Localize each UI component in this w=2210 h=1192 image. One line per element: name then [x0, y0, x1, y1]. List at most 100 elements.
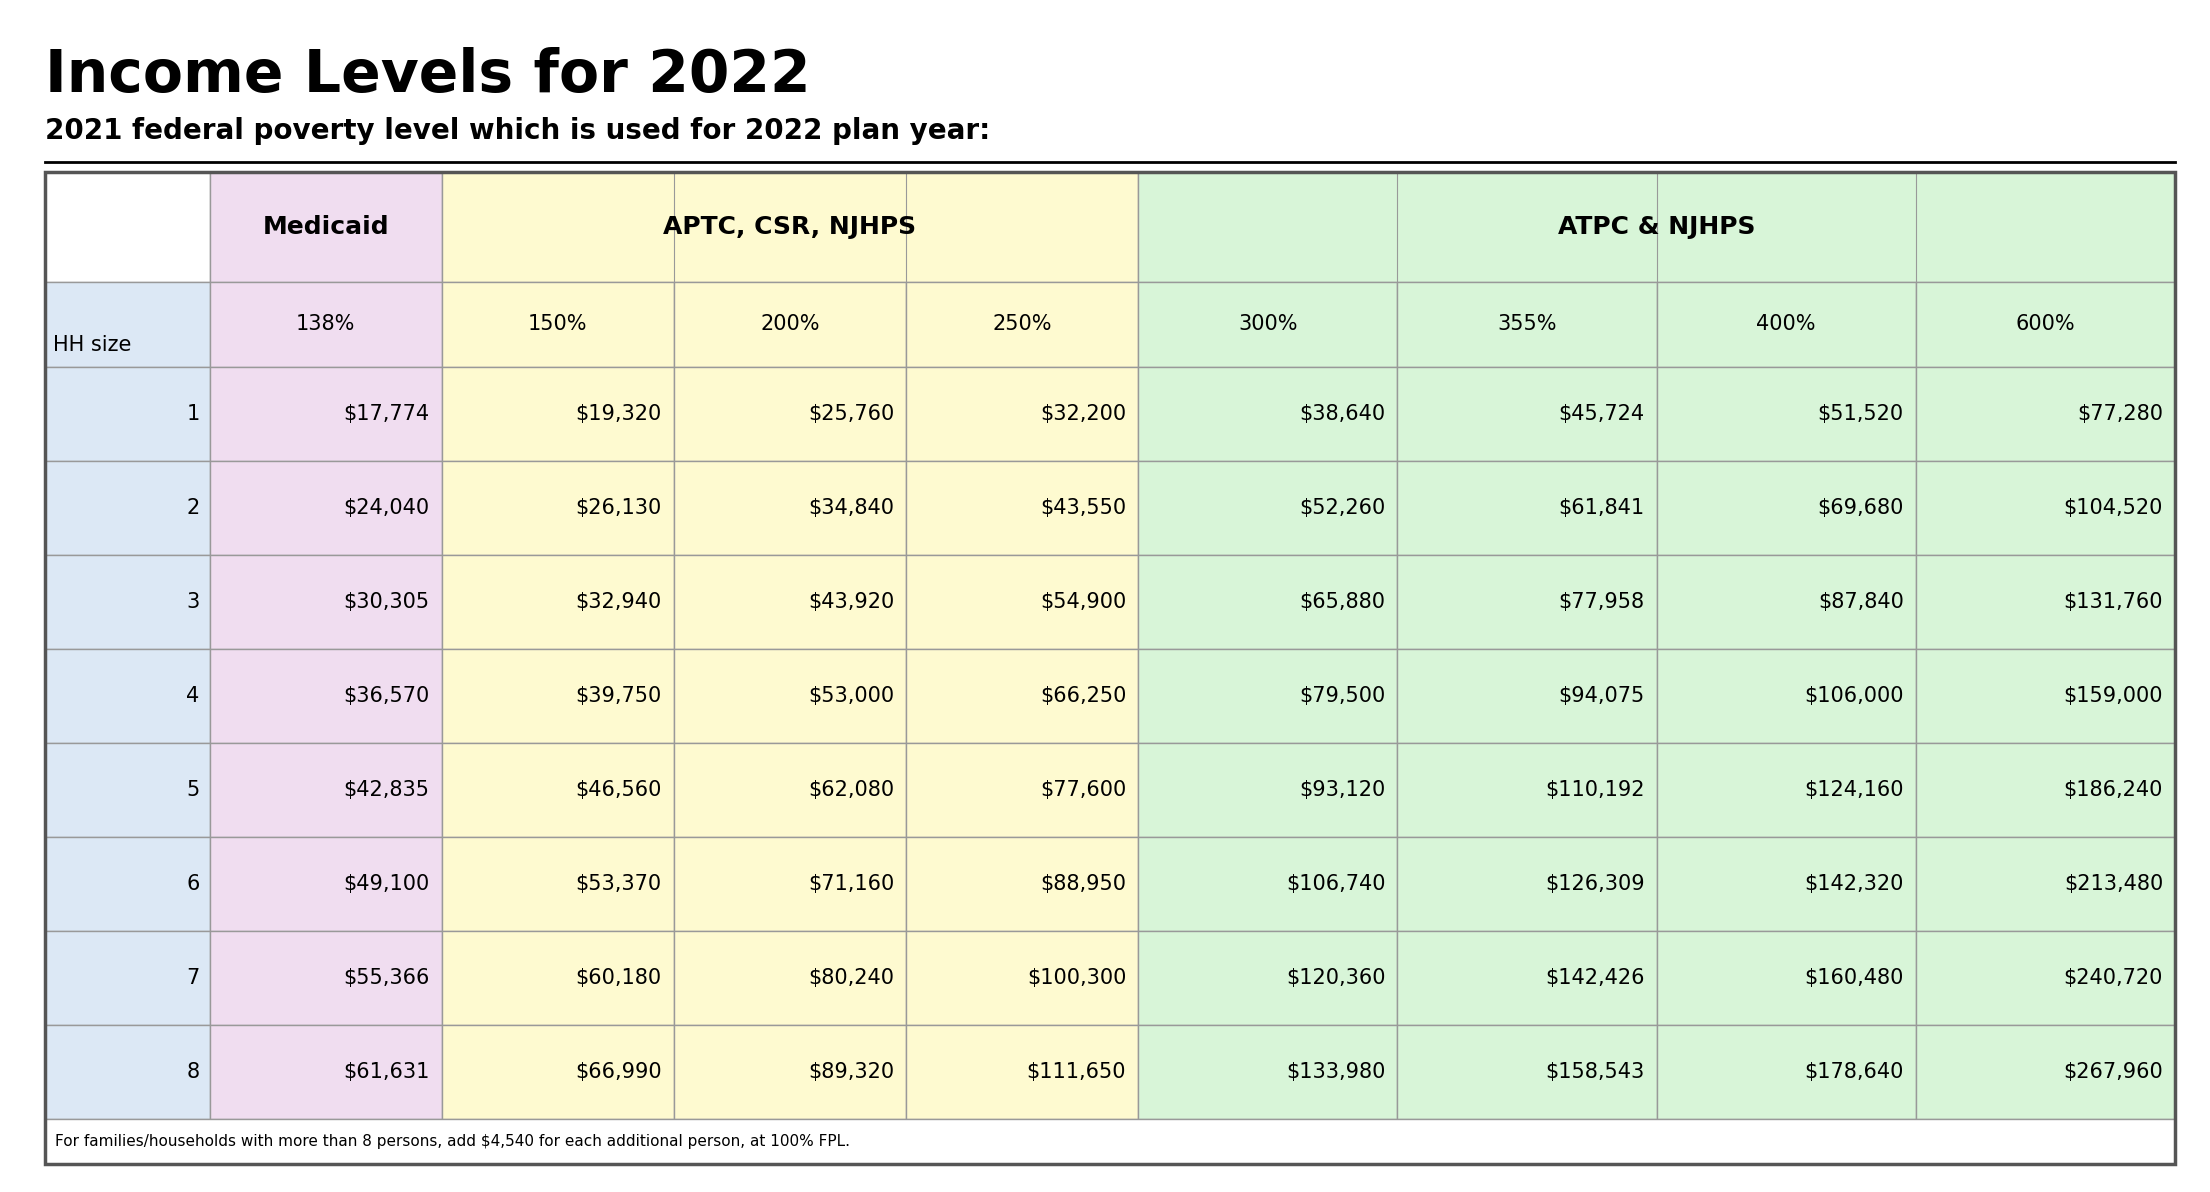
Text: $32,200: $32,200 [1041, 404, 1127, 424]
Bar [210, 461, 442, 555]
Bar [1916, 1025, 2175, 1119]
Bar [1916, 555, 2175, 648]
Bar [442, 743, 674, 837]
Text: 4: 4 [186, 687, 199, 706]
Text: $26,130: $26,130 [575, 498, 661, 519]
Text: $45,724: $45,724 [1558, 404, 1644, 424]
Bar [1138, 931, 1397, 1025]
Bar [1916, 837, 2175, 931]
Bar [1138, 1025, 1397, 1119]
Bar [1658, 743, 1916, 837]
Text: 300%: 300% [1238, 315, 1297, 335]
Bar [442, 367, 674, 461]
Text: $120,360: $120,360 [1286, 968, 1386, 988]
Text: $267,960: $267,960 [2064, 1062, 2164, 1082]
Bar [1397, 931, 1658, 1025]
Bar [44, 283, 210, 367]
Bar [674, 461, 906, 555]
Bar [1397, 837, 1658, 931]
Text: $60,180: $60,180 [577, 968, 661, 988]
Text: 200%: 200% [760, 315, 820, 335]
Bar [1138, 648, 1397, 743]
Text: $43,920: $43,920 [809, 592, 895, 611]
Bar [44, 1025, 210, 1119]
Bar [210, 931, 442, 1025]
Bar [674, 743, 906, 837]
Bar [1138, 283, 1397, 367]
Text: $69,680: $69,680 [1817, 498, 1903, 519]
Text: $54,900: $54,900 [1041, 592, 1127, 611]
Text: $52,260: $52,260 [1299, 498, 1386, 519]
Bar [906, 648, 1138, 743]
Bar [1397, 555, 1658, 648]
Bar [1658, 648, 1916, 743]
Text: $36,570: $36,570 [343, 687, 429, 706]
Text: APTC, CSR, NJHPS: APTC, CSR, NJHPS [663, 215, 917, 240]
Bar [1916, 283, 2175, 367]
Bar [906, 1025, 1138, 1119]
Bar [1138, 837, 1397, 931]
Text: 2: 2 [186, 498, 199, 519]
Text: $30,305: $30,305 [343, 592, 429, 611]
Bar [44, 931, 210, 1025]
Text: 600%: 600% [2016, 315, 2075, 335]
Bar [1658, 837, 1916, 931]
Bar [210, 1025, 442, 1119]
Bar [44, 172, 210, 283]
Text: Income Levels for 2022: Income Levels for 2022 [44, 46, 811, 104]
Text: $110,192: $110,192 [1545, 780, 1644, 800]
Bar [44, 555, 210, 648]
Text: $133,980: $133,980 [1286, 1062, 1386, 1082]
Text: $159,000: $159,000 [2064, 687, 2164, 706]
Text: 6: 6 [186, 874, 199, 894]
Bar [1397, 461, 1658, 555]
Text: $24,040: $24,040 [343, 498, 429, 519]
Text: $43,550: $43,550 [1041, 498, 1127, 519]
Text: $213,480: $213,480 [2064, 874, 2164, 894]
Bar [674, 1025, 906, 1119]
Text: $19,320: $19,320 [575, 404, 661, 424]
Bar [1397, 1025, 1658, 1119]
Text: $32,940: $32,940 [575, 592, 661, 611]
Bar [210, 555, 442, 648]
Text: $124,160: $124,160 [1803, 780, 1903, 800]
Bar [210, 837, 442, 931]
Text: 7: 7 [186, 968, 199, 988]
Bar [674, 283, 906, 367]
Bar [906, 555, 1138, 648]
Text: $66,990: $66,990 [575, 1062, 661, 1082]
Text: 5: 5 [186, 780, 199, 800]
Text: $94,075: $94,075 [1558, 687, 1644, 706]
Bar [1138, 172, 2175, 283]
Bar [210, 648, 442, 743]
Text: $87,840: $87,840 [1819, 592, 1903, 611]
Text: 1: 1 [186, 404, 199, 424]
Bar [906, 283, 1138, 367]
Text: $158,543: $158,543 [1545, 1062, 1644, 1082]
Bar [442, 648, 674, 743]
Bar [1916, 648, 2175, 743]
Text: $178,640: $178,640 [1803, 1062, 1903, 1082]
Text: $104,520: $104,520 [2064, 498, 2164, 519]
Bar [906, 931, 1138, 1025]
Text: 355%: 355% [1496, 315, 1556, 335]
Text: $80,240: $80,240 [809, 968, 895, 988]
Text: ATPC & NJHPS: ATPC & NJHPS [1558, 215, 1755, 240]
Text: $106,000: $106,000 [1803, 687, 1903, 706]
Text: $49,100: $49,100 [343, 874, 429, 894]
Bar [44, 461, 210, 555]
Text: $55,366: $55,366 [343, 968, 429, 988]
Bar [210, 172, 442, 283]
Bar [44, 1119, 2175, 1165]
Text: $186,240: $186,240 [2064, 780, 2164, 800]
Bar [442, 837, 674, 931]
Text: 3: 3 [186, 592, 199, 611]
Text: $131,760: $131,760 [2064, 592, 2164, 611]
Bar [1397, 283, 1658, 367]
Text: Medicaid: Medicaid [263, 215, 389, 240]
Bar [1658, 555, 1916, 648]
Text: 138%: 138% [296, 315, 356, 335]
Text: 250%: 250% [992, 315, 1052, 335]
Text: $25,760: $25,760 [809, 404, 895, 424]
Text: $79,500: $79,500 [1299, 687, 1386, 706]
